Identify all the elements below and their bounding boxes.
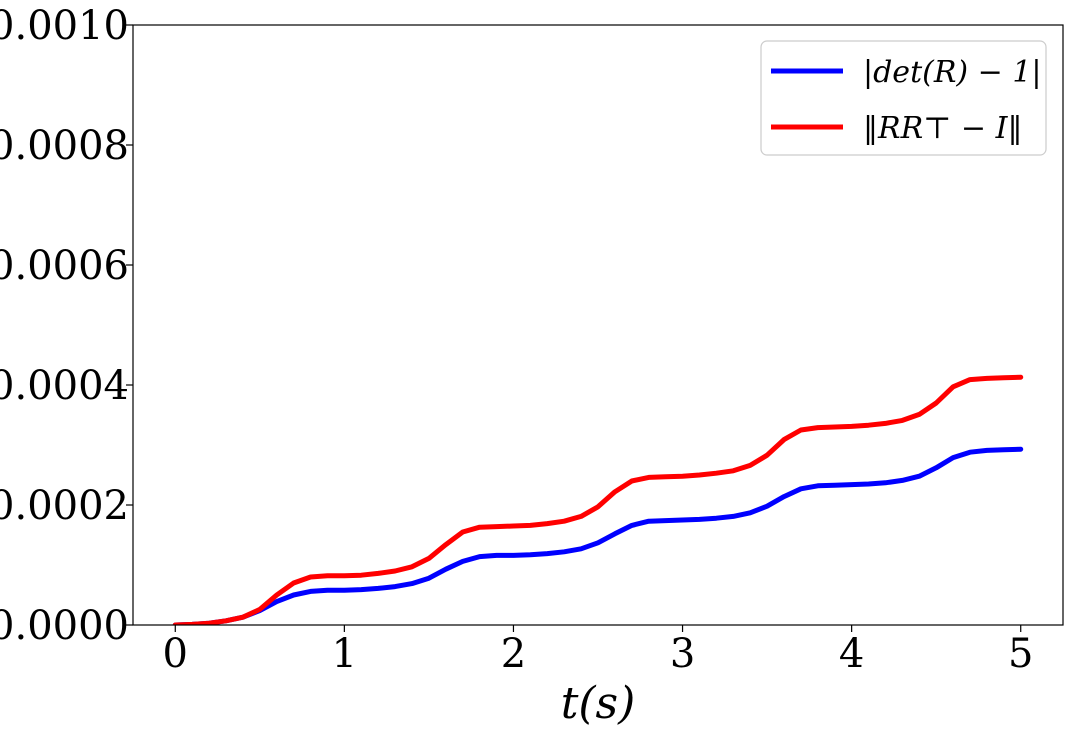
y-tick-label: 0.0004: [0, 363, 129, 409]
x-tick-label: 1: [332, 631, 357, 677]
x-axis-label: t(s): [561, 678, 636, 729]
plot-frame: [132, 24, 1064, 626]
series-line-1: [172, 374, 1024, 625]
x-tick-label: 4: [839, 631, 864, 677]
plot-area: [172, 374, 1024, 625]
x-tick-label: 0: [163, 631, 188, 677]
series-line-0: [172, 446, 1024, 625]
x-tick-label: 2: [501, 631, 526, 677]
y-axis: 0.0000 0.0002 0.0004 0.0006 0.0008 0.0010: [0, 3, 133, 649]
y-tick-label: 0.0002: [0, 483, 129, 529]
legend-label-1: ‖RR⊤ − I‖: [863, 111, 1022, 146]
x-tick-label: 5: [1008, 631, 1033, 677]
y-tick-label: 0.0008: [0, 123, 129, 169]
x-tick-label: 3: [670, 631, 695, 677]
legend: |det(R) − 1| ‖RR⊤ − I‖: [760, 40, 1047, 156]
y-tick-label: 0.0000: [0, 603, 129, 649]
y-tick-label: 0.0006: [0, 243, 129, 289]
x-axis: 0 1 2 3 4 5: [163, 625, 1033, 677]
y-tick-label: 0.0010: [0, 3, 129, 49]
legend-label-0: |det(R) − 1|: [863, 55, 1042, 90]
